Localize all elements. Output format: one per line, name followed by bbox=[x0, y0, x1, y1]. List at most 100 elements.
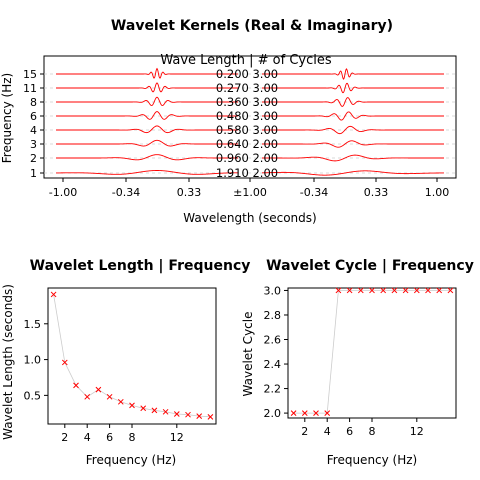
data-point-marker bbox=[301, 410, 308, 416]
data-point-marker bbox=[290, 410, 297, 416]
data-point-marker bbox=[402, 287, 409, 294]
kernels-y-tick-label: 4 bbox=[30, 124, 37, 137]
kernel-real-wave bbox=[56, 82, 238, 93]
data-point-marker bbox=[346, 287, 353, 294]
kernel-real-wave bbox=[56, 111, 238, 120]
kernels-annotation: Wave Length | # of Cycles bbox=[160, 53, 332, 68]
cycle-chart-title: Wavelet Cycle | Frequency bbox=[266, 258, 474, 274]
length-axes: 0.5 1.0 1.5 2 4 6 8 12 bbox=[24, 318, 184, 444]
kernel-imaginary-wave bbox=[262, 111, 444, 121]
kernels-value-labels: 1.910 2.000.960 2.000.640 2.000.580 3.00… bbox=[216, 67, 278, 180]
kernel-real-wave bbox=[56, 96, 238, 107]
length-chart-title: Wavelet Length | Frequency bbox=[30, 258, 251, 274]
data-point-marker bbox=[84, 393, 91, 400]
data-point-marker bbox=[140, 405, 147, 412]
kernels-x-tick-label: ±1.00 bbox=[233, 186, 267, 199]
kernels-y-tick-label: 1 bbox=[30, 167, 37, 180]
data-point-marker bbox=[324, 410, 331, 416]
y-tick-label: 2.8 bbox=[264, 309, 282, 322]
kernel-value-label: 0.580 3.00 bbox=[216, 123, 278, 137]
kernels-x-tick-label: -1.00 bbox=[49, 186, 77, 199]
kernel-imaginary-wave bbox=[261, 170, 445, 176]
kernels-x-tick-label: 0.33 bbox=[364, 186, 389, 199]
kernel-real-wave bbox=[56, 139, 238, 147]
y-tick-label: 2.2 bbox=[264, 383, 282, 396]
x-tick-label: 12 bbox=[410, 425, 424, 438]
x-tick-label: 8 bbox=[369, 425, 376, 438]
kernel-real-wave bbox=[56, 67, 238, 79]
cycle-x-axis-label: Frequency (Hz) bbox=[327, 453, 418, 467]
data-point-marker bbox=[117, 398, 124, 405]
length-x-axis-label: Frequency (Hz) bbox=[86, 453, 177, 467]
kernel-value-label: 1.910 2.00 bbox=[216, 166, 278, 180]
data-point-marker bbox=[196, 413, 203, 419]
kernel-value-label: 0.200 3.00 bbox=[216, 67, 278, 81]
kernels-waves bbox=[55, 67, 445, 176]
data-point-marker bbox=[436, 287, 443, 294]
kernel-imaginary-wave bbox=[262, 154, 444, 162]
data-point-marker bbox=[425, 287, 431, 294]
data-point-marker bbox=[413, 287, 420, 294]
kernel-value-label: 0.960 2.00 bbox=[216, 151, 278, 165]
kernels-y-tick-label: 15 bbox=[23, 68, 37, 81]
data-point-marker bbox=[447, 287, 454, 294]
data-point-marker bbox=[369, 287, 375, 294]
data-point-marker bbox=[95, 386, 102, 393]
kernels-y-axis-label: Frequency (Hz) bbox=[0, 73, 14, 164]
data-point-marker bbox=[357, 287, 364, 294]
data-point-marker bbox=[129, 402, 135, 409]
x-tick-label: 2 bbox=[61, 431, 68, 444]
data-point-marker bbox=[73, 382, 79, 389]
y-tick-label: 2.0 bbox=[264, 407, 282, 420]
x-tick-label: 12 bbox=[170, 431, 184, 444]
y-tick-label: 1.5 bbox=[24, 318, 42, 331]
kernels-x-tick-label: 1.00 bbox=[425, 186, 450, 199]
kernels-x-tick-label: -0.34 bbox=[112, 186, 140, 199]
y-tick-label: 2.4 bbox=[264, 358, 282, 371]
data-point-marker bbox=[106, 393, 113, 400]
figure-title: Wavelet Kernels (Real & Imaginary) bbox=[111, 18, 393, 34]
kernel-real-wave bbox=[56, 154, 238, 161]
x-tick-label: 6 bbox=[106, 431, 113, 444]
x-tick-label: 4 bbox=[324, 425, 331, 438]
data-point-marker bbox=[207, 413, 214, 420]
kernel-real-wave bbox=[55, 170, 238, 175]
data-point-marker bbox=[162, 408, 169, 415]
series-connector-line bbox=[53, 294, 211, 418]
kernel-value-label: 0.640 2.00 bbox=[216, 137, 278, 151]
data-point-marker bbox=[391, 287, 398, 294]
cycle-markers bbox=[290, 287, 454, 416]
data-point-marker bbox=[380, 287, 387, 294]
kernels-y-tick-label: 2 bbox=[30, 152, 37, 165]
cycle-plot-area bbox=[287, 287, 457, 419]
cycle-y-axis-label: Wavelet Cycle bbox=[241, 312, 255, 397]
length-plot-area bbox=[47, 287, 217, 425]
x-tick-label: 2 bbox=[301, 425, 308, 438]
kernels-x-axis-label: Wavelength (seconds) bbox=[183, 211, 316, 225]
data-point-marker bbox=[173, 411, 180, 417]
kernels-y-tick-label: 6 bbox=[30, 110, 37, 123]
data-point-marker bbox=[185, 411, 191, 418]
kernel-imaginary-wave bbox=[262, 68, 444, 80]
y-tick-label: 0.5 bbox=[24, 389, 42, 402]
length-y-axis-label: Wavelet Length (seconds) bbox=[1, 284, 15, 440]
kernel-value-label: 0.480 3.00 bbox=[216, 109, 278, 123]
kernel-imaginary-wave bbox=[262, 125, 444, 135]
kernel-real-wave bbox=[56, 125, 238, 134]
kernel-imaginary-wave bbox=[262, 82, 444, 94]
data-point-marker bbox=[151, 407, 158, 414]
data-point-marker bbox=[50, 291, 57, 298]
cycle-chart: Wavelet Cycle | Frequency 2.02.22.42.62.… bbox=[241, 258, 474, 467]
kernel-imaginary-wave bbox=[262, 97, 444, 107]
length-markers bbox=[50, 291, 214, 420]
kernels-y-tick-label: 11 bbox=[23, 82, 37, 95]
kernels-y-tick-label: 8 bbox=[30, 96, 37, 109]
kernels-x-tick-label: -0.34 bbox=[300, 186, 328, 199]
x-tick-label: 4 bbox=[84, 431, 91, 444]
kernels-y-tick-label: 3 bbox=[30, 138, 37, 151]
kernel-value-label: 0.360 3.00 bbox=[216, 95, 278, 109]
cycle-axes: 2.0 2.2 2.4 2.6 2.8 3.0 2 4 6 8 12 bbox=[264, 284, 424, 438]
data-point-marker bbox=[313, 410, 319, 416]
